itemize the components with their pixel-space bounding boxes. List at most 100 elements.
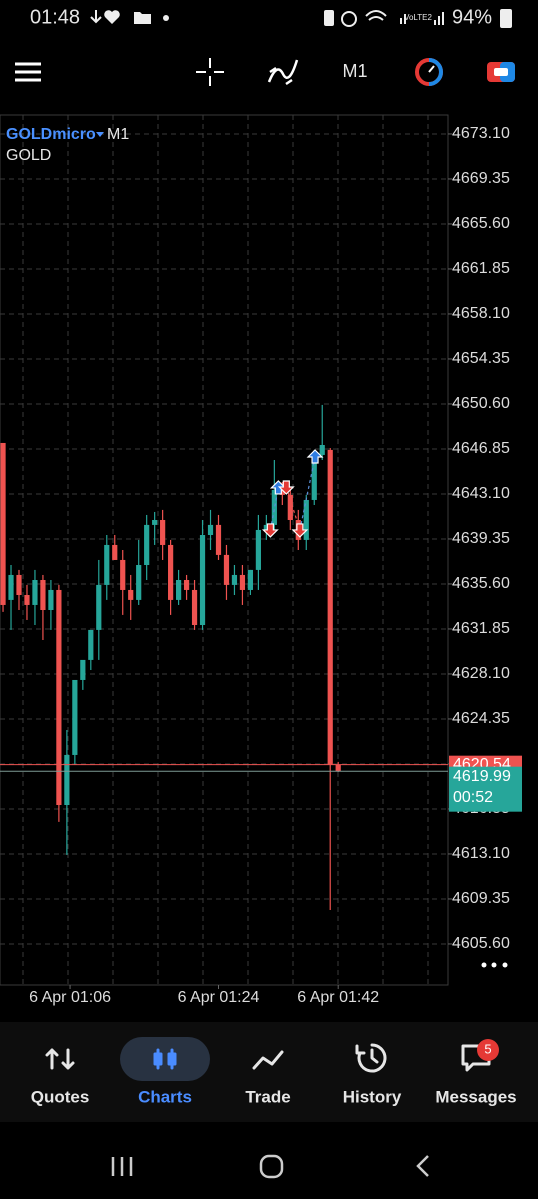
candle-body [327, 449, 333, 765]
y-tick-label: 4669.35 [452, 170, 510, 187]
candle-body [128, 589, 134, 600]
candle-body [120, 559, 126, 590]
candle-body [56, 589, 62, 805]
nav-label[interactable]: Charts [138, 1087, 192, 1106]
nav-icon[interactable] [45, 1048, 75, 1070]
candle-body [247, 569, 254, 590]
nav-label[interactable]: Quotes [31, 1087, 90, 1106]
candle-body [168, 544, 174, 600]
candle-body [152, 520, 158, 525]
y-tick-label: 4635.60 [452, 575, 510, 592]
candle-body [0, 442, 6, 605]
menu-button[interactable] [15, 62, 41, 82]
x-tick-label: 6 Apr 01:42 [297, 989, 379, 1006]
trade-marker[interactable] [261, 523, 279, 538]
candle-body [88, 629, 94, 660]
indicators-button[interactable] [267, 59, 299, 86]
back-button[interactable] [416, 1155, 429, 1177]
candle-body [263, 524, 269, 530]
recents-button[interactable] [111, 1157, 133, 1176]
trade-marker[interactable] [306, 449, 324, 464]
grid [0, 115, 448, 985]
last-label-box [449, 766, 522, 812]
chart-area[interactable] [0, 114, 449, 986]
candle-body [207, 524, 214, 535]
candle-body [104, 544, 110, 585]
y-tick-label: 4650.60 [452, 395, 510, 412]
y-tick-label: 4646.85 [452, 440, 510, 457]
y-tick-label: 4609.35 [452, 890, 510, 907]
y-tick-label: 4661.85 [452, 260, 510, 277]
y-tick-label: 4654.35 [452, 350, 510, 367]
candle-body [8, 574, 14, 600]
status-time: 01:48 [30, 6, 80, 28]
trade-button[interactable] [487, 62, 515, 82]
candle-body [48, 589, 54, 610]
y-tick-label: 4665.60 [452, 215, 510, 232]
nav-label[interactable]: Messages [435, 1087, 516, 1106]
candle-body [64, 754, 70, 805]
bottom-nav [0, 1022, 538, 1122]
candle-body [16, 574, 22, 595]
y-tick-label: 4639.35 [452, 530, 510, 547]
candle-body [199, 535, 206, 625]
more-button[interactable] [481, 962, 508, 968]
active-tab-indicator [120, 1037, 210, 1081]
candle-body [231, 574, 238, 585]
candle-body [175, 580, 182, 600]
candle-body [335, 764, 341, 772]
crosshair-button[interactable] [196, 58, 224, 86]
candle-body [191, 589, 198, 625]
candle-body [239, 574, 246, 590]
candle-body [287, 494, 293, 520]
trade-connector [269, 487, 279, 531]
x-tick-label: 6 Apr 01:24 [178, 989, 260, 1006]
candle-body [303, 499, 309, 540]
candle-body [319, 445, 325, 455]
one-click-trading-button[interactable] [415, 58, 443, 86]
candle-body [223, 554, 230, 585]
trade-marker[interactable] [277, 480, 295, 495]
y-tick-label: 4628.10 [452, 665, 510, 682]
plot [0, 404, 341, 910]
y-tick-label: 4624.35 [452, 710, 510, 727]
badge-count: 5 [484, 1041, 491, 1056]
nav-label[interactable]: Trade [245, 1087, 290, 1106]
trade-marker[interactable] [291, 523, 309, 538]
y-tick-label: 4673.10 [452, 125, 510, 142]
symbol-dropdown[interactable] [96, 132, 104, 137]
y-tick-label: 4605.60 [452, 935, 510, 952]
nav-label[interactable]: History [343, 1087, 402, 1106]
candle-body [136, 565, 142, 600]
candle-body [215, 524, 222, 555]
symbol-description: GOLD [6, 147, 51, 164]
status-icons: VoLTE2 [90, 10, 444, 27]
bar-countdown: 00:52 [453, 789, 493, 806]
nav-icons [45, 1043, 491, 1073]
nav-icon[interactable] [153, 1048, 177, 1070]
candle-body [96, 584, 102, 630]
candle-body [160, 520, 166, 545]
y-tick-label: 4631.85 [452, 620, 510, 637]
chart-timeframe: M1 [107, 126, 129, 143]
y-tick-label: 4643.10 [452, 485, 510, 502]
y-tick-label: 4658.10 [452, 305, 510, 322]
system-nav [111, 1154, 429, 1179]
candle-body [279, 490, 285, 495]
trade-connector [299, 456, 316, 531]
timeframe-button[interactable]: M1 [342, 61, 367, 81]
candle-body [40, 580, 46, 610]
last-label: 4619.99 [453, 768, 511, 785]
nav-icon[interactable] [252, 1050, 284, 1070]
symbol-name[interactable]: GOLDmicro [6, 126, 96, 143]
nav-icon[interactable] [355, 1043, 387, 1073]
candle-body [112, 544, 118, 560]
candle-body [271, 490, 277, 525]
y-tick-label: 4613.10 [452, 845, 510, 862]
candle-body [144, 524, 150, 565]
home-button[interactable] [259, 1154, 284, 1179]
battery-icon [500, 9, 512, 28]
candle-body [255, 529, 261, 570]
